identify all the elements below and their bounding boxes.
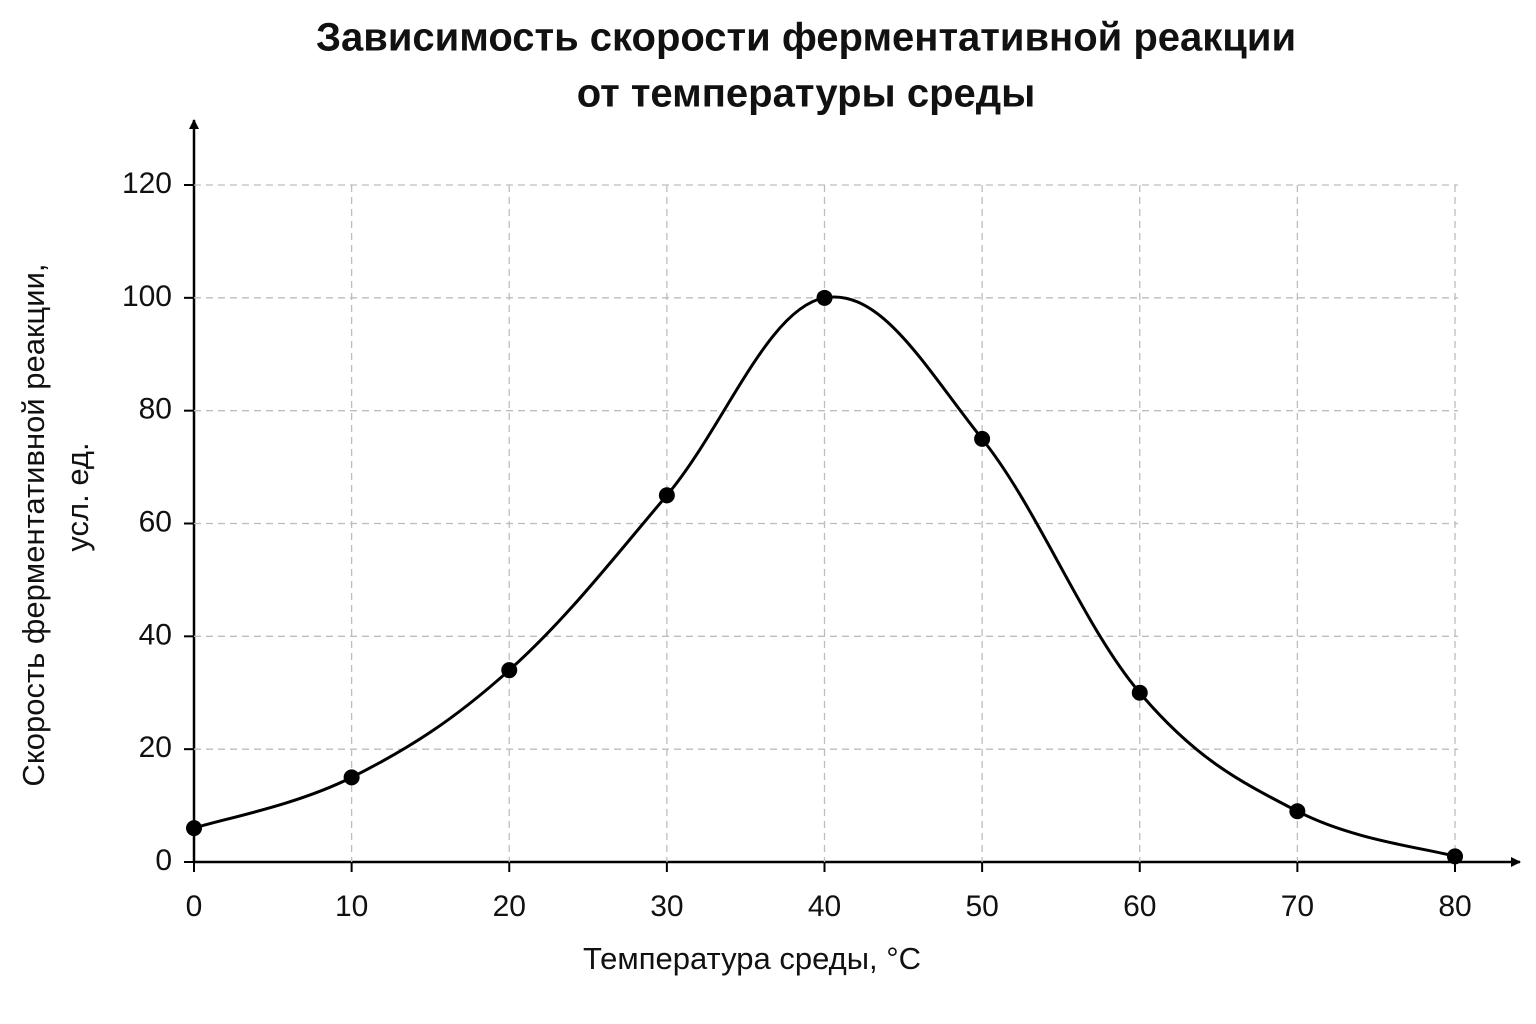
data-point	[501, 662, 518, 679]
x-tick-label: 60	[1123, 890, 1156, 923]
y-tick-label: 80	[139, 393, 172, 426]
data-point	[186, 820, 202, 837]
y-tick-label: 100	[122, 280, 172, 313]
x-tick-label: 10	[335, 890, 368, 923]
y-tick-label: 120	[122, 167, 172, 200]
x-tick-label: 20	[493, 890, 526, 923]
data-point	[343, 769, 360, 786]
y-tick-label: 0	[155, 844, 172, 877]
data-point	[1131, 684, 1148, 701]
data-point	[658, 487, 675, 504]
y-axis-title: Скорость ферментативной реакции,	[16, 263, 51, 786]
y-tick-label: 60	[139, 505, 172, 538]
y-tick-label: 40	[139, 618, 172, 651]
x-tick-label: 0	[186, 890, 203, 923]
x-axis-title: Температура среды, °C	[583, 941, 921, 976]
data-point	[974, 430, 991, 447]
x-tick-label: 50	[965, 890, 998, 923]
chart-title: Зависимость скорости ферментативной реак…	[316, 16, 1296, 60]
data-point	[1447, 848, 1463, 865]
y-axis-title: усл. ед.	[60, 442, 95, 551]
data-point	[1289, 803, 1306, 820]
data-point	[816, 289, 833, 306]
x-tick-label: 30	[650, 890, 683, 923]
chart-title: от температуры среды	[577, 72, 1036, 116]
y-tick-label: 20	[139, 731, 172, 764]
x-tick-label: 40	[808, 890, 841, 923]
x-tick-label: 80	[1438, 890, 1471, 923]
x-tick-label: 70	[1281, 890, 1314, 923]
